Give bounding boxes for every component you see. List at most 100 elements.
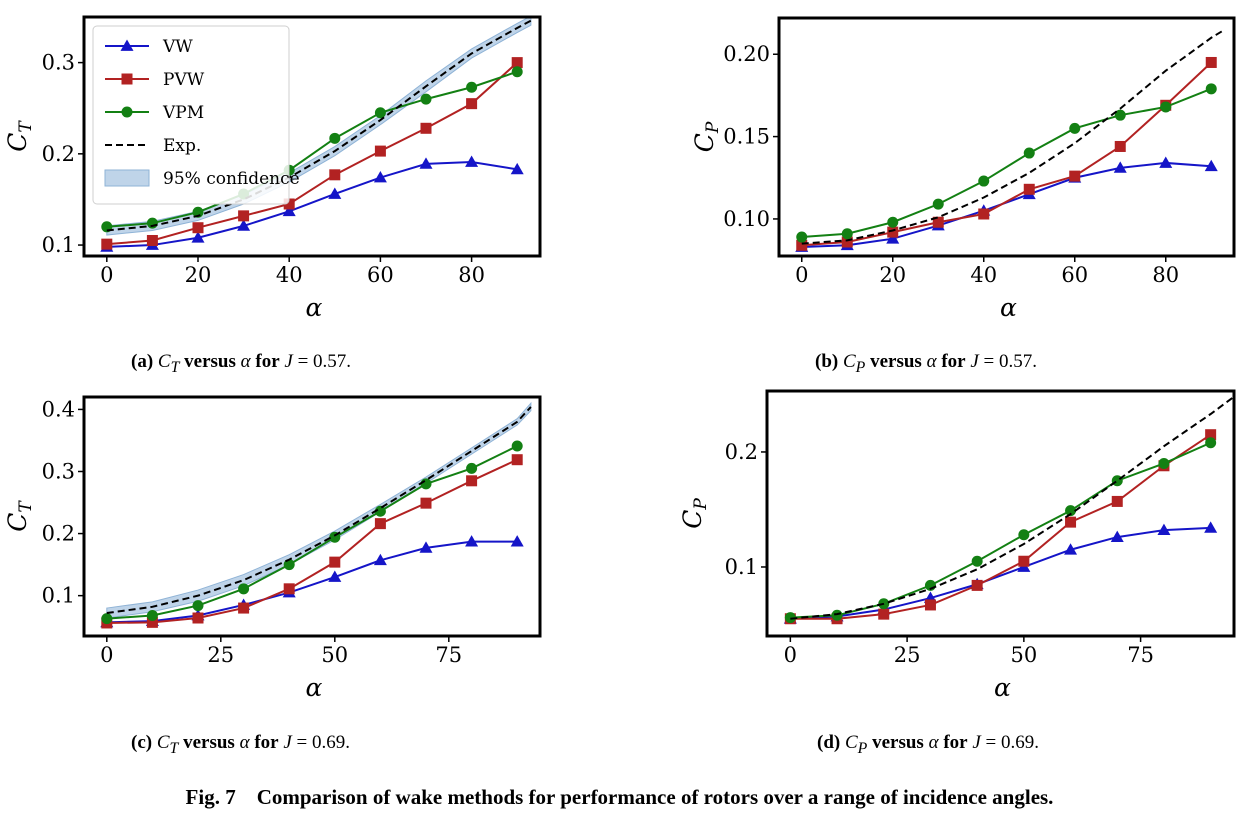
x-tick-label: 40 <box>276 263 303 287</box>
y-axis-label-subscript: T <box>16 120 36 133</box>
plot-area <box>100 401 532 629</box>
series-line-vpm <box>106 445 518 620</box>
y-tick-label: 0.20 <box>723 42 770 66</box>
point-vpm <box>1205 437 1217 449</box>
point-vpm <box>374 505 386 517</box>
point-pvw <box>971 579 983 591</box>
point-pvw <box>511 57 523 69</box>
x-tick-label: 20 <box>879 263 906 287</box>
x-tick-label: 50 <box>321 643 348 667</box>
point-vw <box>465 155 479 167</box>
point-vw <box>328 570 342 582</box>
y-axis-label: CP <box>690 121 723 152</box>
plot-frame <box>777 16 1236 258</box>
y-tick-label: 0.1 <box>725 555 758 579</box>
point-pvw <box>101 238 113 250</box>
point-vpm <box>146 610 158 622</box>
y-tick-label: 0.1 <box>42 233 75 257</box>
x-tick-label: 0 <box>100 643 113 667</box>
plot-area <box>795 28 1226 252</box>
legend-box <box>92 25 290 205</box>
point-pvw <box>238 210 250 222</box>
series-line-vw <box>801 161 1212 248</box>
point-vw <box>1204 521 1218 533</box>
point-pvw <box>511 454 523 466</box>
series-line-pvw <box>790 433 1212 620</box>
point-pvw <box>283 583 295 595</box>
point-pvw <box>146 616 158 628</box>
y-axis-label-subscript: P <box>691 498 711 511</box>
series-line-exp <box>801 28 1226 245</box>
point-pvw <box>978 208 990 220</box>
point-vpm <box>238 583 250 595</box>
point-vpm <box>1065 505 1077 517</box>
x-tick-label: 0 <box>100 263 113 287</box>
series-line-exp <box>106 406 532 615</box>
y-axis-label: CT <box>3 500 36 532</box>
y-axis-label-subscript: P <box>703 121 723 134</box>
legend-label: 95% confidence <box>163 169 300 189</box>
x-tick-label: 20 <box>185 263 212 287</box>
x-tick-label: 50 <box>1010 643 1037 667</box>
point-vw <box>1064 543 1078 555</box>
point-vpm <box>971 555 983 567</box>
point-pvw <box>1065 516 1077 528</box>
plot-frame <box>82 15 542 258</box>
x-tick-label: 80 <box>458 263 485 287</box>
series-line-exp <box>790 395 1234 620</box>
x-tick-label: 75 <box>435 643 462 667</box>
point-vpm <box>784 612 796 624</box>
point-vpm <box>420 93 432 105</box>
point-pvw <box>192 612 204 624</box>
point-pvw <box>1069 170 1081 182</box>
point-pvw <box>932 216 944 228</box>
point-vw <box>191 231 205 243</box>
x-tick-label: 60 <box>367 263 394 287</box>
x-axis-label: α <box>306 673 323 702</box>
point-vw <box>237 219 251 231</box>
point-pvw <box>374 518 386 530</box>
x-tick-label: 25 <box>894 643 921 667</box>
x-tick-label: 75 <box>1127 643 1154 667</box>
series-line-vw <box>106 161 518 248</box>
point-vw <box>465 535 479 547</box>
subplot-a: 0 20 40 60 80 0.1 0.2 0.3 α CT VW PVW VPM Exp. 95% con… <box>3 15 542 322</box>
subplot-b: 0 20 40 60 80 0.10 0.15 0.20 α CP <box>690 16 1236 322</box>
legend: VW PVW VPM Exp. 95% confidence <box>92 25 300 205</box>
point-pvw <box>466 98 478 110</box>
point-pvw <box>887 226 899 238</box>
point-pvw <box>374 145 386 157</box>
point-vw <box>328 187 342 199</box>
series-line-pvw <box>106 61 518 246</box>
series-line-pvw <box>106 458 518 624</box>
x-tick-label: 80 <box>1152 263 1179 287</box>
x-tick-label: 25 <box>207 643 234 667</box>
figure-caption-text: Comparison of wake methods for performan… <box>256 785 1054 809</box>
legend-label: PVW <box>163 70 205 90</box>
figure-caption: Fig. 7 Comparison of wake methods for pe… <box>0 785 1239 810</box>
y-tick-label: 0.10 <box>723 207 770 231</box>
point-pvw <box>1205 429 1217 441</box>
series-line-vpm <box>790 441 1212 619</box>
point-vpm <box>841 228 853 240</box>
point-pvw <box>238 602 250 614</box>
x-tick-label: 0 <box>784 643 797 667</box>
y-tick-label: 0.1 <box>42 584 75 608</box>
point-pvw <box>420 497 432 509</box>
point-vpm <box>1160 101 1172 113</box>
point-pvw <box>924 599 936 611</box>
point-vw <box>419 541 433 553</box>
point-vpm <box>1114 109 1126 121</box>
legend-swatch-confidence <box>104 169 150 187</box>
x-axis-label: α <box>306 293 323 322</box>
point-pvw <box>1023 183 1035 195</box>
point-vpm <box>466 462 478 474</box>
legend-label: VPM <box>162 103 204 123</box>
point-pvw <box>841 236 853 248</box>
y-tick-label: 0.3 <box>42 51 75 75</box>
point-vw <box>1113 161 1127 173</box>
y-axis-label: CP <box>678 498 711 529</box>
y-tick-label: 0.15 <box>723 125 770 149</box>
series-line-vpm <box>801 87 1212 239</box>
point-vpm <box>796 231 808 243</box>
